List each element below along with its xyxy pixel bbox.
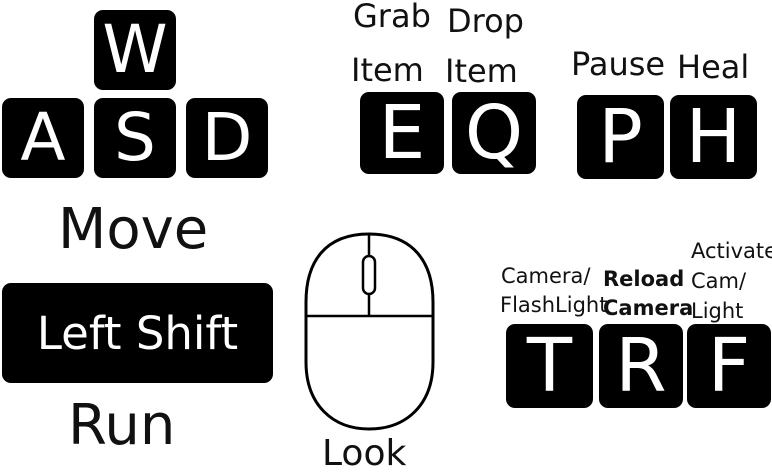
key-e: E [360, 92, 444, 174]
key-d: D [186, 98, 268, 178]
activate-label-line1: Activate [691, 239, 772, 263]
reload-label-line1: Reload [603, 267, 685, 291]
look-label: Look [322, 433, 407, 474]
key-q: Q [452, 92, 536, 174]
pause-label: Pause [571, 45, 666, 83]
key-t: T [506, 324, 593, 408]
mouse-scroll-wheel [361, 254, 377, 296]
key-h: H [670, 95, 757, 179]
reload-label-line2: Camera [603, 296, 694, 320]
grab-label-line1: Grab [353, 0, 431, 35]
key-f: F [687, 324, 771, 408]
heal-label: Heal [677, 48, 750, 86]
move-label: Move [58, 197, 209, 262]
drop-label-line2: Item [445, 52, 518, 90]
camera-label-line1: Camera/ [501, 264, 591, 288]
mouse-icon [304, 232, 435, 431]
key-a: A [2, 98, 84, 178]
drop-label-line1: Drop [447, 2, 524, 40]
key-s: S [94, 98, 176, 178]
activate-label-line3: Light [691, 299, 744, 323]
activate-label-line2: Cam/ [691, 269, 747, 293]
key-p: P [577, 95, 664, 179]
key-w: W [94, 10, 176, 90]
camera-label-line2: FlashLight [500, 293, 608, 317]
key-r: R [599, 324, 683, 408]
grab-label-line2: Item [351, 51, 424, 89]
mouse-body-outline [304, 232, 435, 431]
run-label: Run [68, 393, 176, 458]
key-left-shift: Left Shift [2, 283, 273, 383]
